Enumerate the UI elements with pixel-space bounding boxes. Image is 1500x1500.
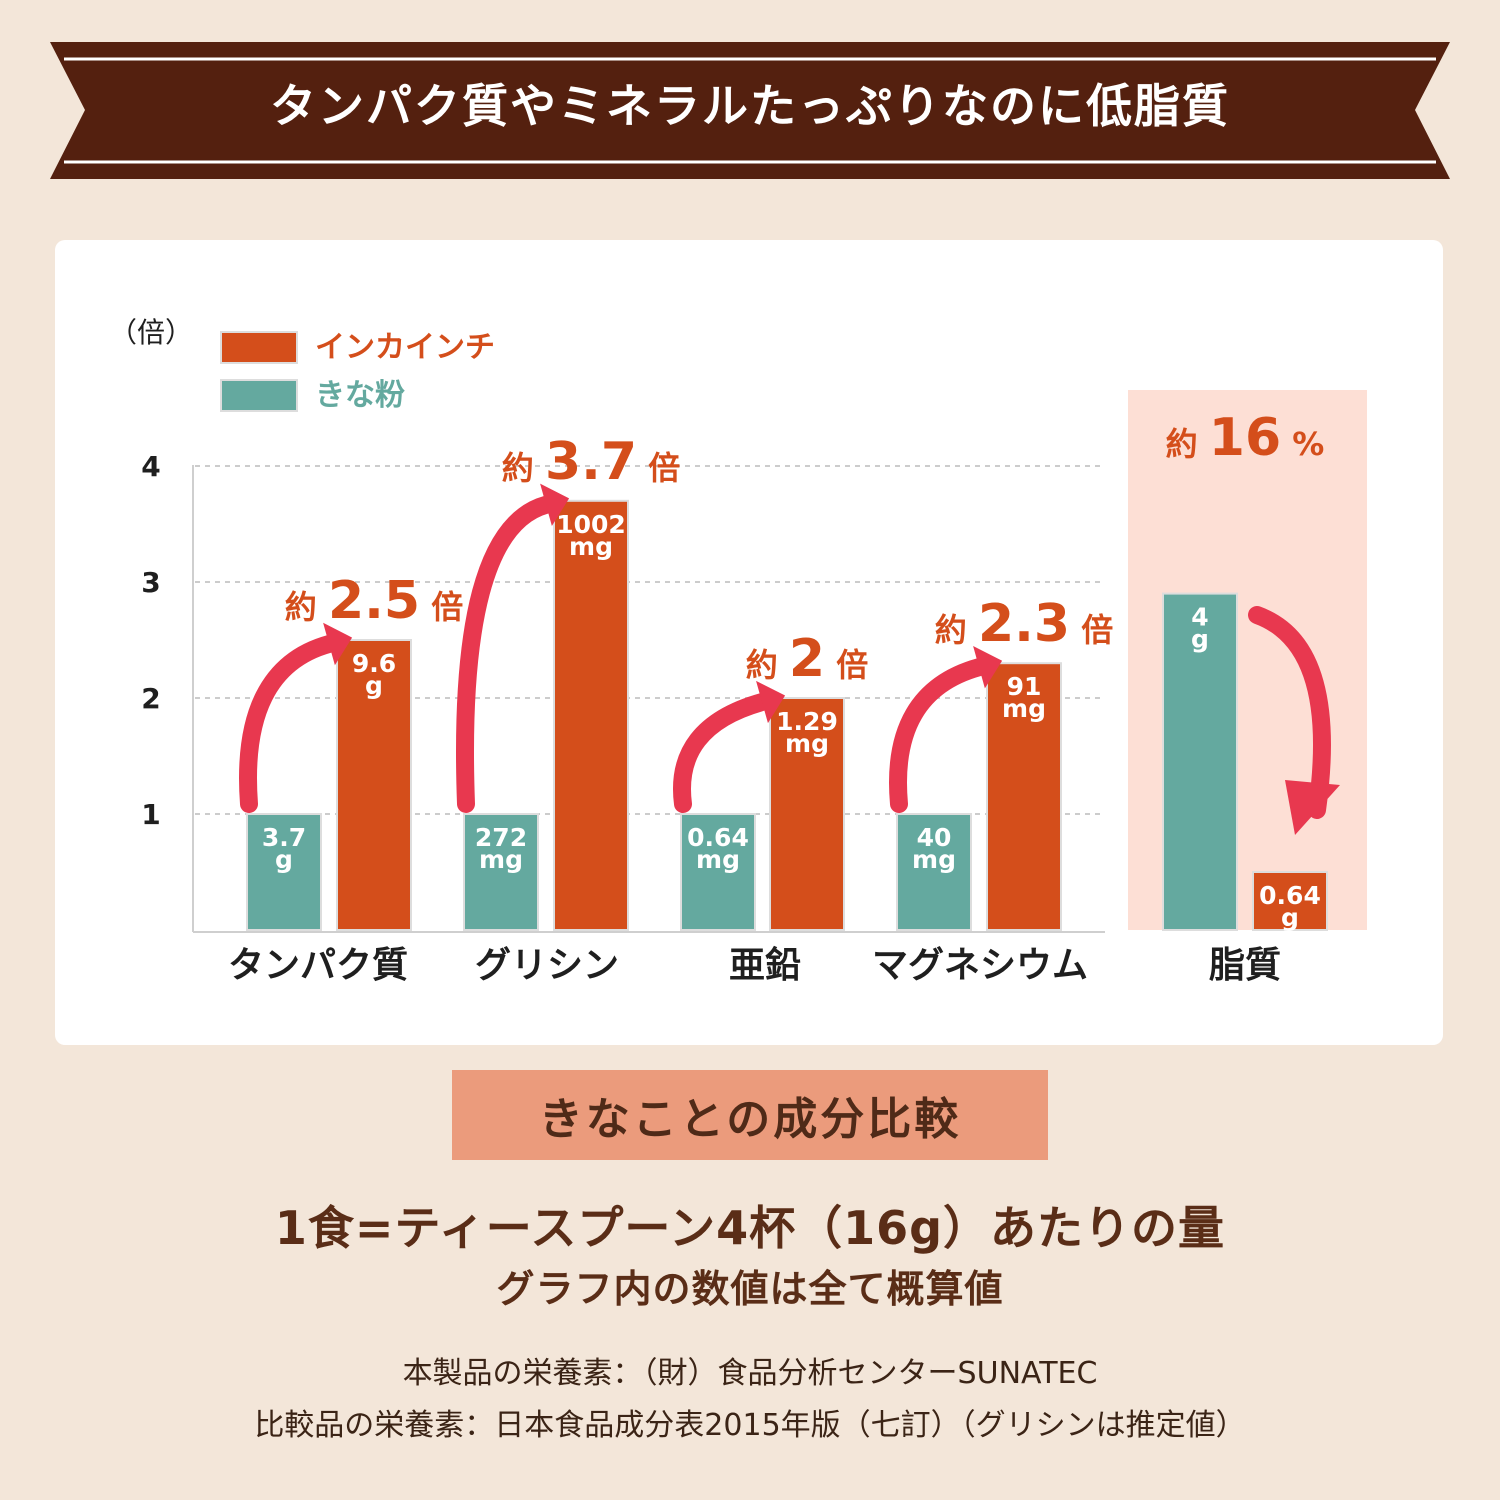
bar-incainchi-1	[553, 499, 629, 931]
y-tick-2: 2	[141, 682, 160, 715]
incainchi-label-0-value: 9.6	[352, 649, 396, 678]
up-arrow-head-1	[540, 483, 570, 526]
incainchi-label-3-unit: mg	[1002, 694, 1046, 723]
category-label-3: マグネシウム	[872, 945, 1088, 986]
kinako-label-0-unit: g	[275, 845, 293, 874]
annotation-2: 約 2 倍	[746, 629, 869, 689]
category-label-2: 亜鉛	[729, 945, 801, 986]
comparison-heading-box: きなことの成分比較	[452, 1070, 1048, 1160]
serving-note: 1食=ティースプーン4杯（16g）あたりの量	[274, 1201, 1226, 1255]
legend: インカインチ きな粉	[220, 330, 495, 413]
bar-kinako-1	[463, 813, 539, 931]
title-banner	[50, 42, 1450, 179]
up-arrow-shaft-2	[673, 693, 771, 813]
category-label-1: グリシン	[475, 945, 619, 986]
bar-kinako-2	[680, 813, 756, 931]
bar-incainchi-2	[769, 697, 845, 931]
legend-swatch-kinako	[220, 379, 298, 412]
kinako-label-4-value: 4	[1191, 603, 1208, 632]
incainchi-label-1-value: 1002	[556, 510, 626, 539]
annotation-3: 約 2.3 倍	[935, 594, 1113, 654]
category-label-0: タンパク質	[228, 945, 408, 986]
page-title: タンパク質やミネラルたっぷりなのに低脂質	[270, 79, 1230, 133]
y-unit-label: （倍）	[109, 316, 193, 349]
legend-label-incainchi: インカインチ	[315, 330, 495, 365]
down-arrow-head	[1285, 780, 1340, 835]
kinako-label-3-value: 40	[917, 823, 952, 852]
category-label-4: 脂質	[1209, 945, 1281, 986]
down-arrow-shaft	[1248, 606, 1331, 819]
up-arrow-head-3	[973, 646, 1003, 689]
banner-ribbon	[50, 42, 1450, 179]
incainchi-label-0-unit: g	[365, 671, 383, 700]
comparison-title: きなことの成分比較	[538, 1094, 962, 1145]
bar-kinako-3	[896, 813, 972, 931]
arrows	[239, 483, 1340, 835]
annotation-1: 約 3.7 倍	[502, 432, 680, 492]
kinako-label-2-unit: mg	[696, 845, 740, 874]
bars: 3.7g9.6g272mg1002mg0.64mg1.29mg40mg91mg4…	[246, 499, 1328, 932]
y-tick-1: 1	[141, 798, 160, 831]
bar-kinako-4	[1162, 592, 1238, 931]
kinako-label-4-unit: g	[1191, 625, 1209, 654]
bar-kinako-0	[246, 813, 322, 931]
legend-swatch-incainchi	[220, 331, 298, 364]
annotation-4: 約 16 %	[1166, 408, 1325, 468]
incainchi-label-4-value: 0.64	[1259, 881, 1321, 910]
kinako-label-3-unit: mg	[912, 845, 956, 874]
up-arrow-head-0	[323, 622, 353, 666]
kinako-label-1-unit: mg	[479, 845, 523, 874]
y-tick-3: 3	[141, 566, 160, 599]
up-arrow-shaft-0	[239, 635, 338, 813]
incainchi-label-2-value: 1.29	[776, 707, 838, 736]
bar-incainchi-4	[1252, 871, 1328, 931]
incainchi-label-3-value: 91	[1007, 672, 1042, 701]
y-tick-labels: 1 2 3 4	[141, 450, 160, 831]
kinako-label-1-value: 272	[475, 823, 527, 852]
annotation-0: 約 2.5 倍	[285, 571, 463, 631]
up-arrow-head-2	[756, 680, 786, 724]
source-line-comparison: 比較品の栄養素：日本食品成分表2015年版（七訂）（グリシンは推定値）	[254, 1408, 1246, 1443]
incainchi-label-4-unit: g	[1281, 903, 1299, 932]
kinako-label-2-value: 0.64	[687, 823, 749, 852]
category-labels: タンパク質 グリシン 亜鉛 マグネシウム 脂質	[228, 945, 1281, 986]
incainchi-label-1-unit: mg	[569, 532, 613, 561]
bar-incainchi-0	[336, 639, 412, 931]
up-arrow-shaft-1	[456, 495, 555, 813]
source-line-product: 本製品の栄養素：（財）食品分析センターSUNATEC	[402, 1356, 1098, 1391]
multiplier-labels: 約 2.5 倍 約 3.7 倍約 2 倍 約 2.3 倍 約 16 %	[285, 408, 1325, 689]
kinako-label-0-value: 3.7	[262, 823, 306, 852]
legend-label-kinako: きな粉	[315, 378, 405, 413]
bar-incainchi-3	[986, 662, 1062, 931]
approx-note: グラフ内の数値は全て概算値	[496, 1267, 1004, 1311]
y-tick-4: 4	[141, 450, 160, 483]
up-arrow-shaft-3	[889, 658, 988, 813]
incainchi-label-2-unit: mg	[785, 729, 829, 758]
